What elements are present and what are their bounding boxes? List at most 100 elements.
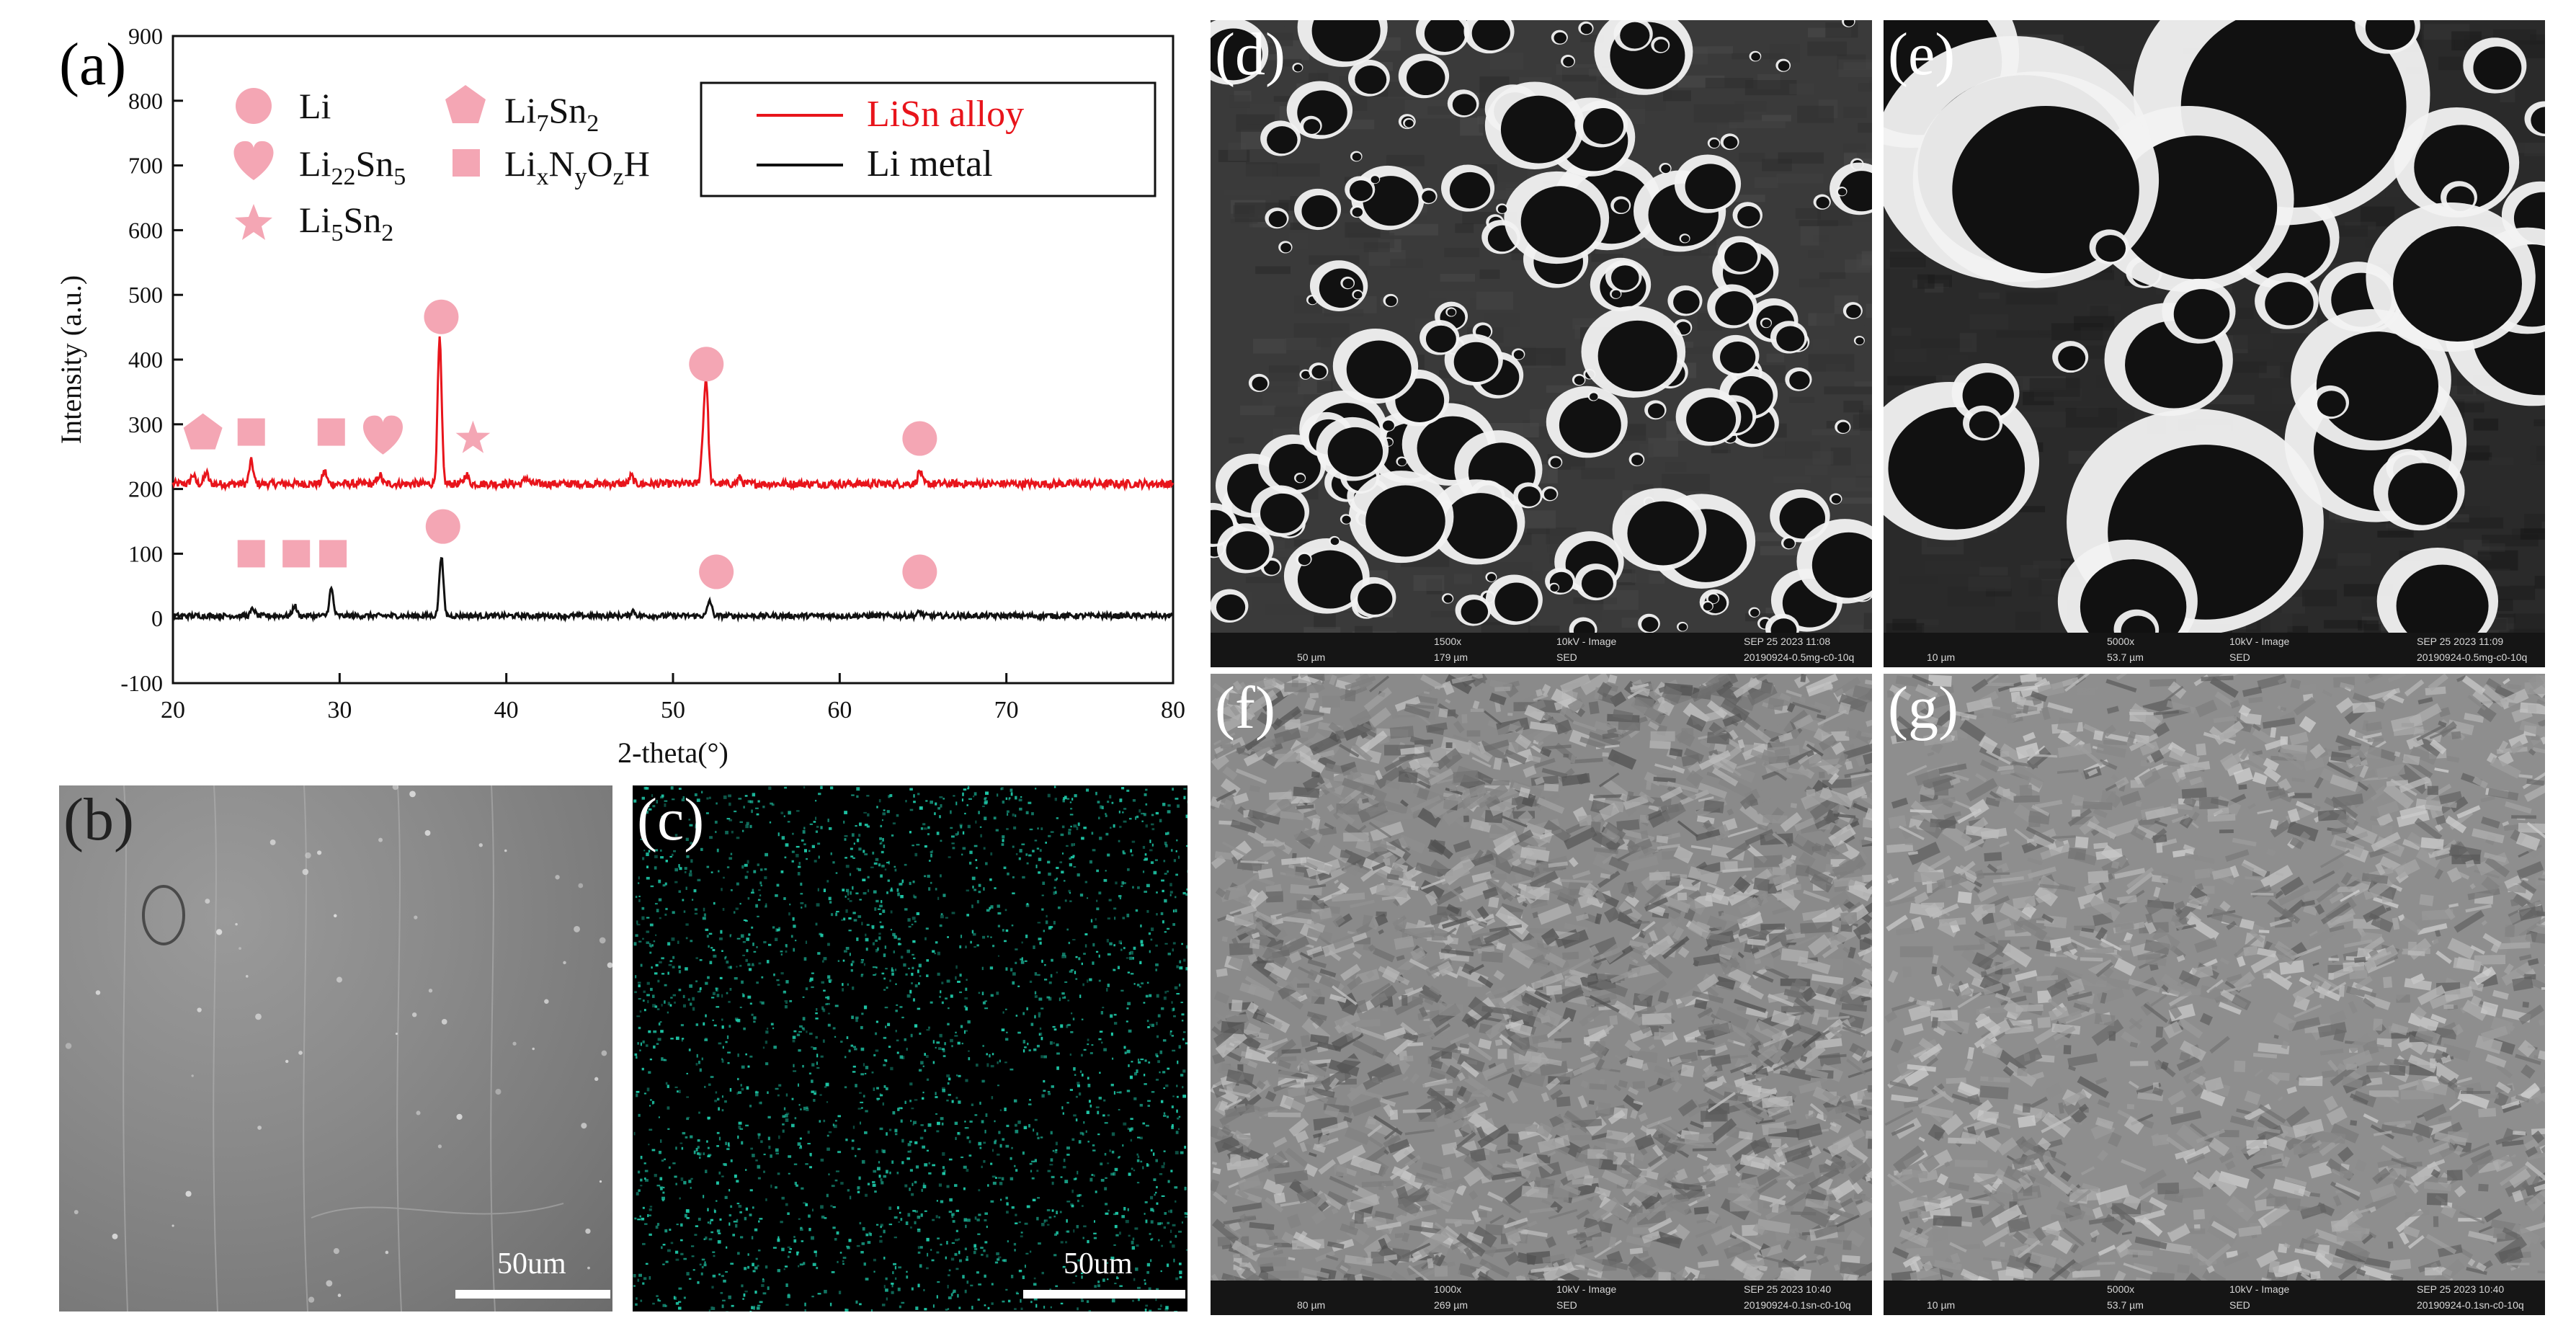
- eds-c-dot: [967, 1020, 971, 1024]
- series-li-metal: [171, 556, 1175, 623]
- eds-c-dot: [1015, 961, 1017, 964]
- eds-c-dot: [1127, 1127, 1130, 1131]
- sem-texture: [1969, 313, 2009, 330]
- sem-pit: [1397, 458, 1407, 466]
- eds-c-dot: [757, 1164, 761, 1169]
- eds-c-dot: [809, 1152, 812, 1156]
- eds-c-dot: [826, 1147, 830, 1151]
- sem-pit: [1363, 176, 1419, 226]
- sem-flake: [1247, 953, 1258, 963]
- eds-c-dot: [1059, 997, 1061, 1002]
- eds-c-dot: [857, 1186, 860, 1190]
- eds-c-dot: [1131, 1240, 1134, 1244]
- eds-c-dot: [912, 894, 915, 898]
- eds-c-dot: [878, 1161, 881, 1164]
- eds-c-dot: [963, 1165, 967, 1169]
- eds-c-dot: [760, 1101, 762, 1105]
- eds-c-dot: [656, 1008, 660, 1010]
- eds-c-dot: [635, 896, 638, 899]
- eds-c-dot: [973, 946, 976, 948]
- eds-c-dot: [639, 1049, 641, 1052]
- sem-pit: [1297, 550, 1363, 609]
- eds-c-dot: [1156, 913, 1158, 916]
- eds-c-dot: [661, 820, 664, 824]
- eds-c-dot: [806, 858, 808, 860]
- eds-c-dot: [1073, 1229, 1075, 1233]
- eds-c-dot: [1011, 925, 1014, 927]
- eds-c-dot: [851, 794, 855, 796]
- eds-c-dot: [1005, 1288, 1008, 1291]
- eds-c-dot: [1122, 1144, 1124, 1147]
- eds-c-dot: [1013, 1099, 1017, 1103]
- eds-c-dot: [967, 785, 970, 789]
- sem-pit: [1443, 594, 1453, 603]
- x-tick-label: 60: [827, 697, 852, 723]
- eds-c-dot: [1066, 845, 1069, 847]
- eds-c-dot: [716, 1181, 719, 1185]
- eds-c-dot: [837, 960, 840, 962]
- eds-c-dot: [832, 1123, 834, 1126]
- eds-c-dot: [1146, 1163, 1149, 1167]
- sem-texture: [1662, 473, 1710, 491]
- eds-c-dot: [757, 800, 760, 803]
- eds-c-dot: [1110, 1256, 1115, 1260]
- eds-c-dot: [660, 1030, 664, 1033]
- eds-c-dot: [1030, 1023, 1034, 1026]
- sem-texture: [1440, 274, 1476, 282]
- eds-c-dot: [850, 855, 854, 858]
- eds-c-dot: [882, 812, 886, 816]
- sem-flake: [1607, 727, 1617, 735]
- eds-c-dot: [859, 1092, 862, 1094]
- eds-c-dot: [727, 1061, 730, 1064]
- eds-c-dot: [1011, 1146, 1013, 1149]
- eds-c-dot: [1014, 1164, 1016, 1167]
- sem-pit: [1720, 341, 1756, 373]
- sem-flake: [1368, 1136, 1383, 1148]
- eds-c-dot: [931, 850, 934, 853]
- eds-c-dot: [685, 937, 688, 940]
- eds-c-dot: [1091, 832, 1094, 835]
- sem-texture: [1273, 96, 1301, 102]
- eds-c-dot: [682, 1004, 686, 1008]
- sem-flake: [1564, 922, 1588, 933]
- eds-c-dot: [633, 942, 637, 946]
- sem-texture: [2450, 514, 2469, 522]
- sem-pit: [1226, 531, 1270, 570]
- eds-c-dot: [936, 1295, 938, 1299]
- eds-c-dot: [1029, 1099, 1031, 1101]
- eds-c-dot: [904, 1038, 906, 1041]
- eds-c-dot: [751, 926, 754, 929]
- eds-c-dot: [1136, 1136, 1141, 1139]
- eds-c-dot: [682, 899, 685, 901]
- eds-b-speck: [416, 1110, 421, 1115]
- sem-pit: [1654, 39, 1669, 53]
- eds-c-dot: [912, 998, 915, 1002]
- eds-c-dot: [1067, 1023, 1071, 1026]
- eds-c-dot: [793, 1236, 795, 1238]
- eds-c-dot: [928, 1172, 932, 1175]
- eds-c-dot: [1181, 1020, 1184, 1022]
- eds-c-dot: [1095, 918, 1097, 921]
- eds-c-dot: [841, 919, 843, 922]
- eds-c-dot: [1172, 923, 1176, 926]
- eds-c-dot: [1145, 1304, 1149, 1307]
- eds-c-dot: [894, 1277, 897, 1280]
- eds-c-dot: [846, 1245, 850, 1248]
- eds-c-dot: [747, 963, 751, 966]
- eds-c-dot: [926, 1149, 930, 1152]
- eds-c-dot: [935, 1092, 937, 1095]
- sem-flake: [1389, 1109, 1399, 1121]
- eds-c-dot: [1153, 870, 1157, 875]
- eds-c-dot: [1002, 839, 1004, 842]
- eds-c-dot: [698, 1060, 700, 1064]
- eds-c-dot: [716, 1006, 720, 1008]
- eds-c-dot: [1120, 948, 1123, 951]
- eds-c-dot: [638, 997, 641, 1000]
- eds-b-speck: [112, 1233, 118, 1239]
- eds-c-dot: [985, 791, 989, 795]
- sem-flake: [1790, 803, 1798, 809]
- sem-texture: [1230, 213, 1258, 224]
- eds-c-dot: [856, 838, 860, 842]
- sem-flake: [1375, 764, 1405, 789]
- eds-c-dot: [1175, 850, 1177, 852]
